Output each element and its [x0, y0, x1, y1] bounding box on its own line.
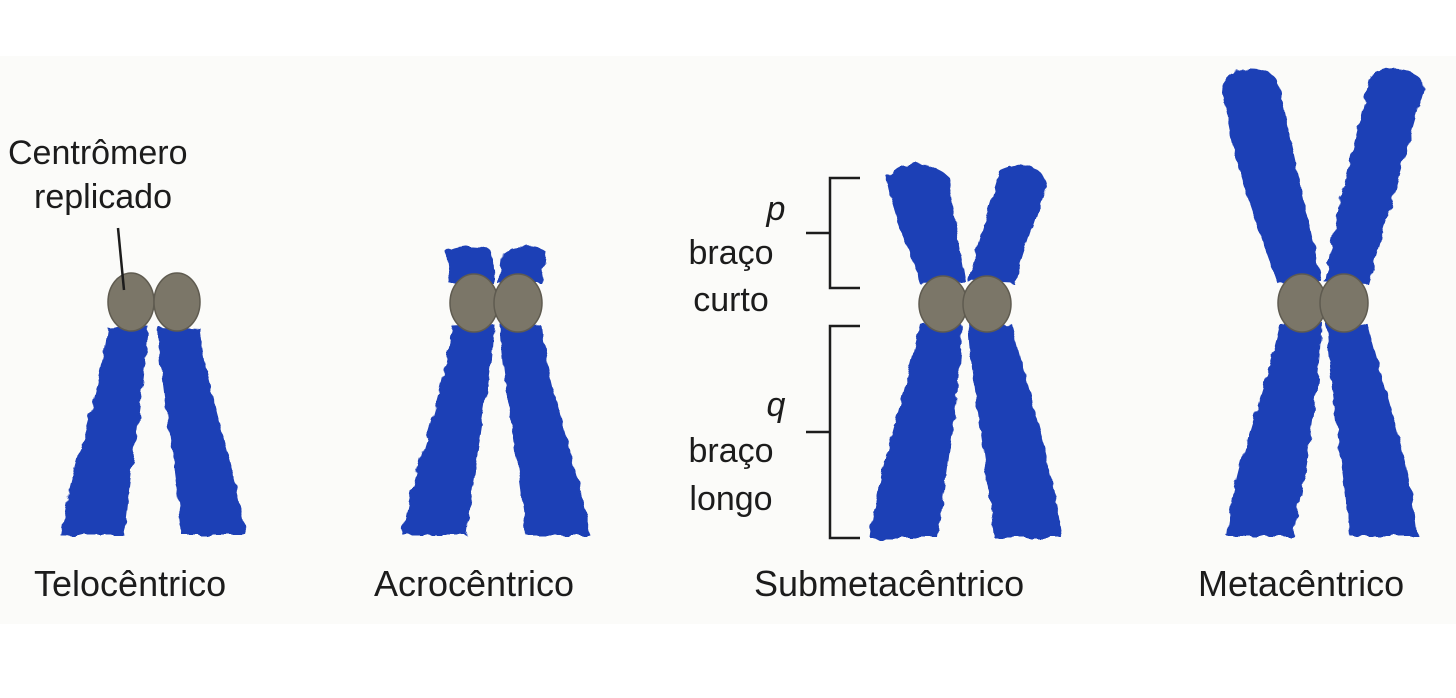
- label-submetacentric: Submetacêntrico: [754, 563, 1025, 604]
- q-arm-label-line2: longo: [689, 480, 773, 518]
- label-acrocentric: Acrocêntrico: [374, 563, 575, 604]
- centromere-left: [449, 273, 499, 333]
- chromatid-left: [60, 326, 148, 535]
- p-arm-letter: p: [766, 190, 786, 228]
- p-arm-label-line1: braço: [688, 234, 774, 272]
- upper-arm-right: [1324, 68, 1424, 285]
- centromere-right: [962, 275, 1012, 333]
- label-metacentric: Metacêntrico: [1198, 563, 1405, 604]
- centromere-callout-line2: replicado: [34, 178, 172, 216]
- centromere-right: [1319, 273, 1369, 333]
- centromere-right: [153, 272, 201, 332]
- chromatid-right: [500, 324, 590, 535]
- chromosome-acrocentric: [402, 246, 590, 535]
- q-arm-label-line1: braço: [688, 432, 774, 470]
- lower-arm-right: [1326, 322, 1418, 536]
- p-arm-bracket: [806, 176, 860, 290]
- centromere-callout-line1: Centrômero: [8, 134, 188, 172]
- long-arm-left: [870, 322, 962, 538]
- centromere-left: [107, 272, 155, 332]
- p-arm-label-line2: curto: [693, 281, 769, 319]
- chromosome-metacentric: [1222, 68, 1424, 536]
- upper-arm-left: [1222, 68, 1322, 284]
- short-arm-right: [498, 246, 546, 284]
- q-arm-letter: q: [766, 386, 786, 424]
- q-arm-bracket: [806, 324, 860, 540]
- label-telocentric: Telocêntrico: [34, 563, 227, 604]
- centromere-left: [918, 275, 968, 333]
- chromatid-right: [158, 326, 246, 535]
- chromatid-left: [402, 324, 494, 535]
- callout-pointer: [116, 227, 126, 291]
- chromosome-submetacentric: [870, 164, 1062, 538]
- centromere-right: [493, 273, 543, 333]
- short-arm-left: [886, 164, 966, 284]
- lower-arm-left: [1226, 322, 1322, 536]
- short-arm-right: [968, 164, 1046, 284]
- chromosome-telocentric: [60, 326, 246, 535]
- long-arm-right: [968, 322, 1062, 538]
- centromere-left: [1277, 273, 1327, 333]
- short-arm-left: [446, 246, 494, 284]
